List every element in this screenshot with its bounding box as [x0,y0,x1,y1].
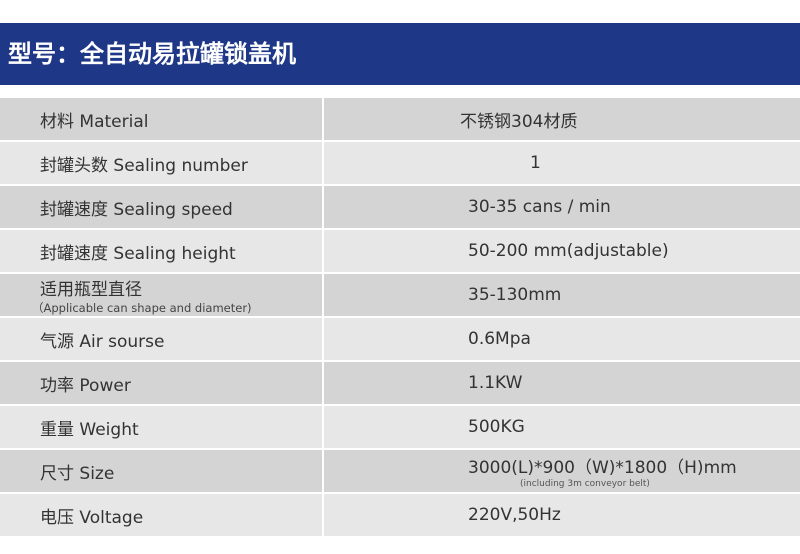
spec-value: 0.6Mpa [324,318,800,360]
spec-label-cell: 适用瓶型直径 （Applicable can shape and diamete… [0,274,322,316]
spec-value: 30-35 cans / min [324,186,800,228]
spec-table: 材料 Material 不锈钢304材质 封罐头数 Sealing number… [0,98,800,538]
table-row: 材料 Material 不锈钢304材质 [0,98,800,140]
spec-value: 不锈钢304材质 [324,98,800,140]
page-title: 型号：全自动易拉罐锁盖机 [0,23,800,85]
spec-subvalue: (including 3m conveyor belt) [520,479,650,489]
spec-label: 气源 Air sourse [0,318,322,360]
table-row: 适用瓶型直径 （Applicable can shape and diamete… [0,274,800,316]
table-row: 气源 Air sourse 0.6Mpa [0,318,800,360]
spec-value: 50-200 mm(adjustable) [324,230,800,272]
spec-value: 35-130mm [324,274,800,316]
spec-label: 重量 Weight [0,406,322,448]
spec-label: 尺寸 Size [0,450,322,492]
table-row: 功率 Power 1.1KW [0,362,800,404]
spec-label: 材料 Material [0,98,322,140]
table-row: 封罐速度 Sealing speed 30-35 cans / min [0,186,800,228]
table-row: 重量 Weight 500KG [0,406,800,448]
spec-sublabel: （Applicable can shape and diameter) [32,300,252,315]
spec-value: 220V,50Hz [324,494,800,536]
table-row: 封罐头数 Sealing number 1 [0,142,800,184]
spec-label: 封罐速度 Sealing height [0,230,322,272]
spec-value: 1 [324,142,800,184]
spec-label: 封罐速度 Sealing speed [0,186,322,228]
table-row: 电压 Voltage 220V,50Hz [0,494,800,536]
spec-value: 1.1KW [324,362,800,404]
table-row: 尺寸 Size 3000(L)*900（W)*1800（H)mm (includ… [0,450,800,492]
spec-value: 500KG [324,406,800,448]
spec-value-cell: 3000(L)*900（W)*1800（H)mm (including 3m c… [324,450,800,492]
spec-label: 适用瓶型直径 [40,279,142,300]
spec-label: 功率 Power [0,362,322,404]
spec-label: 封罐头数 Sealing number [0,142,322,184]
spec-label: 电压 Voltage [0,494,322,536]
spec-value: 3000(L)*900（W)*1800（H)mm [468,458,737,478]
table-row: 封罐速度 Sealing height 50-200 mm(adjustable… [0,230,800,272]
